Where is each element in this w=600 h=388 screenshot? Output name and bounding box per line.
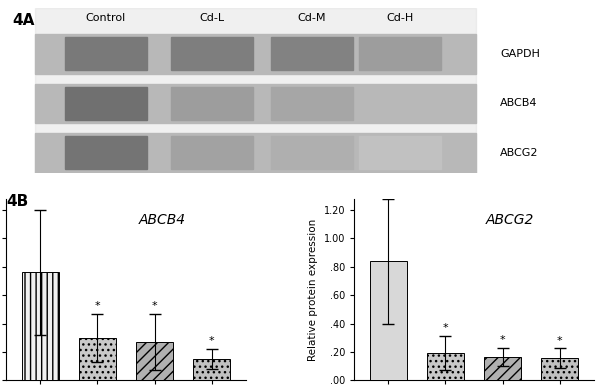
Bar	[22, 272, 59, 380]
Bar	[271, 87, 353, 120]
Text: Cd-L: Cd-L	[199, 13, 224, 23]
Bar	[541, 358, 578, 380]
Text: GAPDH: GAPDH	[500, 49, 540, 59]
Bar	[271, 38, 353, 71]
Bar	[484, 357, 521, 380]
Bar	[35, 34, 476, 74]
Bar	[65, 87, 147, 120]
Bar	[170, 137, 253, 170]
Bar	[35, 84, 476, 123]
Text: *: *	[500, 335, 505, 345]
Text: ABCG2: ABCG2	[486, 213, 534, 227]
Text: ABCB4: ABCB4	[500, 99, 538, 109]
Text: ABCG2: ABCG2	[500, 148, 538, 158]
Text: Cd-M: Cd-M	[298, 13, 326, 23]
Bar	[136, 342, 173, 380]
Y-axis label: Relative protein expression: Relative protein expression	[308, 218, 318, 360]
Bar	[427, 353, 464, 380]
Bar	[271, 137, 353, 170]
Bar	[65, 38, 147, 71]
Bar	[79, 338, 116, 380]
Text: Control: Control	[86, 13, 126, 23]
Bar	[370, 261, 407, 380]
Bar	[170, 87, 253, 120]
Bar	[359, 38, 441, 71]
Bar	[65, 137, 147, 170]
Text: *: *	[557, 336, 563, 345]
Text: 4B: 4B	[6, 194, 28, 209]
Bar	[359, 137, 441, 170]
Bar	[359, 87, 441, 120]
Text: ABCB4: ABCB4	[139, 213, 185, 227]
Bar	[170, 38, 253, 71]
Text: 4A: 4A	[12, 13, 34, 28]
Text: *: *	[152, 301, 157, 311]
Bar	[193, 359, 230, 380]
Bar	[35, 8, 476, 173]
Bar	[35, 133, 476, 173]
Text: *: *	[209, 336, 215, 346]
Text: *: *	[443, 324, 448, 333]
Text: *: *	[95, 301, 100, 311]
Text: Cd-H: Cd-H	[386, 13, 413, 23]
